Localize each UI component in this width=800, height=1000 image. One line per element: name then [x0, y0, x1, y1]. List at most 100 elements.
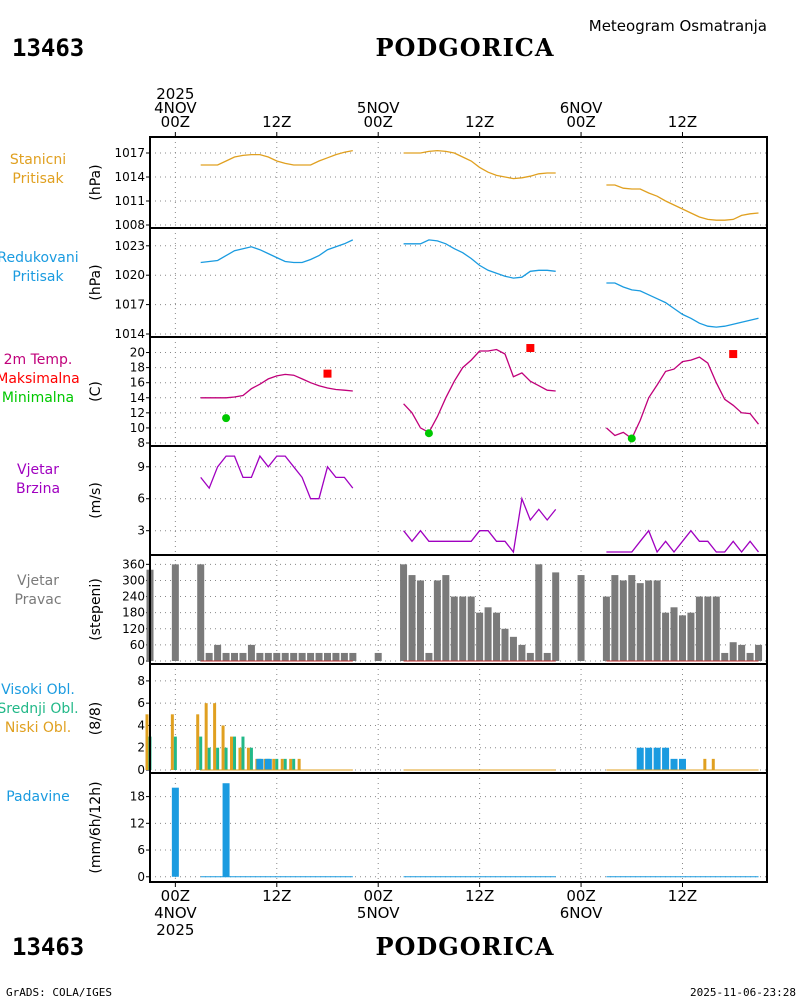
y-tick-label: 0	[137, 870, 145, 884]
y-tick-label: 8	[137, 436, 145, 450]
bar-wind_direction	[239, 652, 247, 661]
station-id-top: 13463	[12, 34, 84, 62]
bar-wind_direction	[450, 596, 458, 661]
y-tick-label: 12	[130, 816, 145, 830]
station-name-top: PODGORICA	[375, 33, 554, 62]
tmax-marker	[323, 369, 332, 378]
bar-wind_direction	[273, 652, 281, 661]
tmax-marker	[526, 344, 535, 353]
bar-wind_direction	[459, 596, 467, 661]
bar-wind_direction	[281, 652, 289, 661]
top-time-label: 12Z	[668, 113, 697, 131]
bar-cloud_cover	[297, 758, 301, 770]
y-axis-title: (C)	[88, 381, 104, 402]
bar-wind_direction	[256, 652, 264, 661]
top-time-label: 4NOV	[154, 99, 197, 117]
bar-wind_direction	[264, 652, 272, 661]
panel-frame-wind_speed	[149, 445, 768, 556]
bar-wind_direction	[704, 596, 712, 661]
bar-cloud_cover	[213, 703, 217, 770]
y-tick-label: 1017	[114, 298, 145, 312]
bottom-time-label: 4NOV	[154, 904, 197, 922]
top-time-label: 00Z	[364, 113, 393, 131]
bottom-time-label: 12Z	[465, 887, 494, 905]
series-line-temperature	[200, 373, 353, 399]
panel-label-cloud_cover: Srednji Obl.	[0, 701, 79, 717]
tmin-marker	[424, 429, 433, 438]
bar-cloud_cover	[170, 714, 174, 770]
bar-cloud_cover	[173, 736, 177, 770]
series-line-sealevel_pressure	[606, 282, 759, 328]
series-line-wind_speed	[403, 496, 557, 554]
bar-wind_direction	[374, 652, 382, 661]
top-time-label: 00Z	[161, 113, 190, 131]
bar-wind_direction	[645, 580, 653, 661]
panel-precipitation: 0 6 12 18 Padavine (mm/6h/12h)	[6, 772, 768, 884]
bar-cloud_cover	[264, 758, 272, 770]
bar-wind_direction	[332, 652, 340, 661]
bar-cloud_cover	[711, 758, 715, 770]
y-tick-label: 1017	[114, 146, 145, 160]
panel-label-wind_speed: Vjetar	[17, 462, 59, 478]
y-tick-label: 18	[130, 361, 145, 375]
bar-wind_direction	[298, 652, 306, 661]
y-tick-label: 180	[122, 606, 145, 620]
bar-wind_direction	[729, 642, 737, 661]
tmin-marker	[627, 434, 636, 443]
bar-cloud_cover	[224, 747, 228, 770]
top-time-label: 5NOV	[357, 99, 400, 117]
bar-cloud_cover	[283, 758, 287, 770]
bar-cloud_cover	[645, 747, 653, 770]
y-tick-label: 1020	[114, 268, 145, 282]
panel-label-wind_speed: Brzina	[16, 481, 60, 497]
bar-cloud_cover	[216, 747, 220, 770]
y-tick-label: 0	[137, 654, 145, 668]
y-axis-title: (hPa)	[88, 164, 104, 200]
bar-wind_direction	[695, 596, 703, 661]
panel-label-station_pressure: Stanicni	[10, 152, 66, 168]
bar-wind_direction	[628, 575, 636, 661]
panel-label-temperature: Maksimalna	[0, 371, 80, 387]
bar-wind_direction	[315, 652, 323, 661]
bar-cloud_cover	[233, 736, 237, 770]
y-tick-label: 6	[137, 696, 145, 710]
bar-cloud_cover	[145, 714, 149, 770]
bar-wind_direction	[611, 575, 619, 661]
panel-frame-station_pressure	[149, 136, 768, 229]
y-tick-label: 12	[130, 406, 145, 420]
y-tick-label: 18	[130, 790, 145, 804]
bar-wind_direction	[636, 583, 644, 661]
y-tick-label: 1011	[114, 194, 145, 208]
bar-wind_direction	[670, 607, 678, 661]
bar-cloud_cover	[670, 758, 678, 770]
bar-wind_direction	[467, 596, 475, 661]
bar-wind_direction	[535, 564, 543, 661]
panel-wind_speed: 3 6 9 Vjetar Brzina (m/s)	[16, 445, 768, 556]
y-axis-title: (m/s)	[88, 482, 104, 519]
panel-label-temperature: Minimalna	[2, 390, 74, 406]
bar-wind_direction	[476, 612, 484, 661]
bar-wind_direction	[712, 596, 720, 661]
panel-label-station_pressure: Pritisak	[12, 171, 64, 187]
y-tick-label: 2	[137, 741, 145, 755]
bar-cloud_cover	[207, 747, 211, 770]
bar-wind_direction	[442, 575, 450, 661]
bar-wind_direction	[307, 652, 315, 661]
bar-cloud_cover	[204, 703, 208, 770]
panel-label-temperature: 2m Temp.	[4, 352, 73, 368]
bar-wind_direction	[526, 652, 534, 661]
series-line-sealevel_pressure	[403, 239, 556, 279]
bar-wind_direction	[247, 644, 255, 661]
bar-wind_direction	[484, 607, 492, 661]
y-tick-label: 1014	[114, 327, 145, 341]
panel-wind_direction: 0 60 120 180 240 300 360 Vjetar Pravac (stepeni)	[14, 554, 768, 668]
panel-frame-temperature	[149, 336, 768, 447]
bar-wind_direction	[721, 652, 729, 661]
series-line-station_pressure	[606, 184, 759, 221]
bar-wind_direction	[678, 615, 686, 661]
bottom-time-label: 00Z	[566, 887, 595, 905]
bottom-time-label: 00Z	[161, 887, 190, 905]
bottom-time-label: 00Z	[364, 887, 393, 905]
